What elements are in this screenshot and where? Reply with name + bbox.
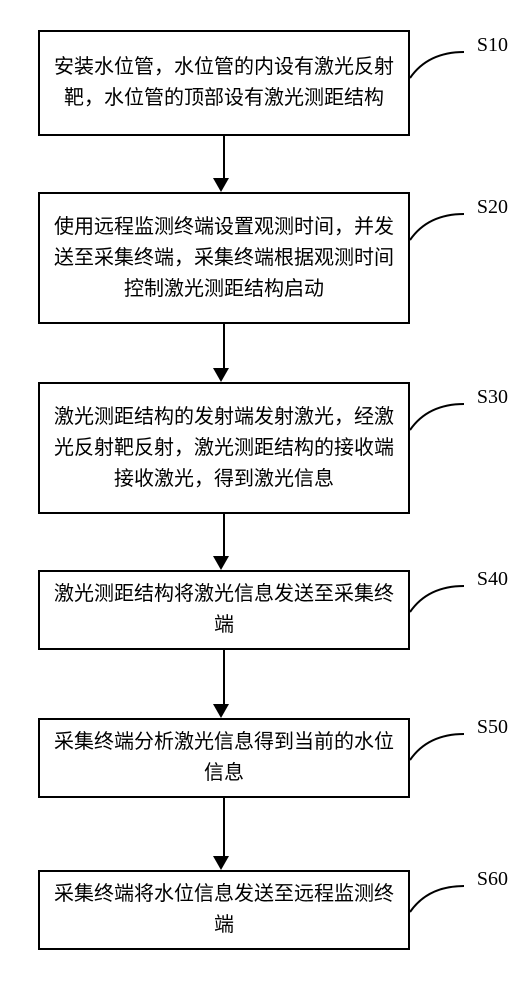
step-text: 安装水位管，水位管的内设有激光反射靶，水位管的顶部设有激光测距结构 <box>54 52 394 114</box>
arrow <box>38 650 410 718</box>
step-text: 采集终端将水位信息发送至远程监测终端 <box>54 879 394 941</box>
label-connector <box>408 732 468 762</box>
step-box: 安装水位管，水位管的内设有激光反射靶，水位管的顶部设有激光测距结构 <box>38 30 410 136</box>
label-connector <box>408 584 468 614</box>
label-connector <box>408 884 468 914</box>
step-text: 采集终端分析激光信息得到当前的水位信息 <box>54 727 394 789</box>
flowchart-container: 安装水位管，水位管的内设有激光反射靶，水位管的顶部设有激光测距结构S10 使用远程… <box>38 30 478 950</box>
step-label: S60 <box>477 868 508 891</box>
step-label-text: S60 <box>477 868 508 890</box>
step-s40: 激光测距结构将激光信息发送至采集终端S40 <box>38 570 478 650</box>
step-box: 采集终端分析激光信息得到当前的水位信息 <box>38 718 410 798</box>
arrow <box>38 136 410 192</box>
label-connector <box>408 50 468 80</box>
step-s10: 安装水位管，水位管的内设有激光反射靶，水位管的顶部设有激光测距结构S10 <box>38 30 478 136</box>
step-label-text: S50 <box>477 716 508 738</box>
arrow <box>38 798 410 870</box>
arrow <box>38 324 410 382</box>
step-text: 使用远程监测终端设置观测时间，并发送至采集终端，采集终端根据观测时间控制激光测距… <box>54 212 394 305</box>
arrow <box>38 514 410 570</box>
step-label: S10 <box>477 34 508 57</box>
step-box: 使用远程监测终端设置观测时间，并发送至采集终端，采集终端根据观测时间控制激光测距… <box>38 192 410 324</box>
step-label-text: S10 <box>477 34 508 56</box>
label-connector <box>408 402 468 432</box>
step-s20: 使用远程监测终端设置观测时间，并发送至采集终端，采集终端根据观测时间控制激光测距… <box>38 192 478 324</box>
step-label-text: S40 <box>477 568 508 590</box>
step-s60: 采集终端将水位信息发送至远程监测终端S60 <box>38 870 478 950</box>
step-label: S40 <box>477 568 508 591</box>
step-text: 激光测距结构的发射端发射激光，经激光反射靶反射，激光测距结构的接收端接收激光，得… <box>54 402 394 495</box>
step-text: 激光测距结构将激光信息发送至采集终端 <box>54 579 394 641</box>
step-box: 激光测距结构的发射端发射激光，经激光反射靶反射，激光测距结构的接收端接收激光，得… <box>38 382 410 514</box>
step-label: S50 <box>477 716 508 739</box>
step-label-text: S20 <box>477 196 508 218</box>
step-label: S30 <box>477 386 508 409</box>
step-box: 采集终端将水位信息发送至远程监测终端 <box>38 870 410 950</box>
step-box: 激光测距结构将激光信息发送至采集终端 <box>38 570 410 650</box>
step-s30: 激光测距结构的发射端发射激光，经激光反射靶反射，激光测距结构的接收端接收激光，得… <box>38 382 478 514</box>
step-label-text: S30 <box>477 386 508 408</box>
step-s50: 采集终端分析激光信息得到当前的水位信息S50 <box>38 718 478 798</box>
step-label: S20 <box>477 196 508 219</box>
label-connector <box>408 212 468 242</box>
